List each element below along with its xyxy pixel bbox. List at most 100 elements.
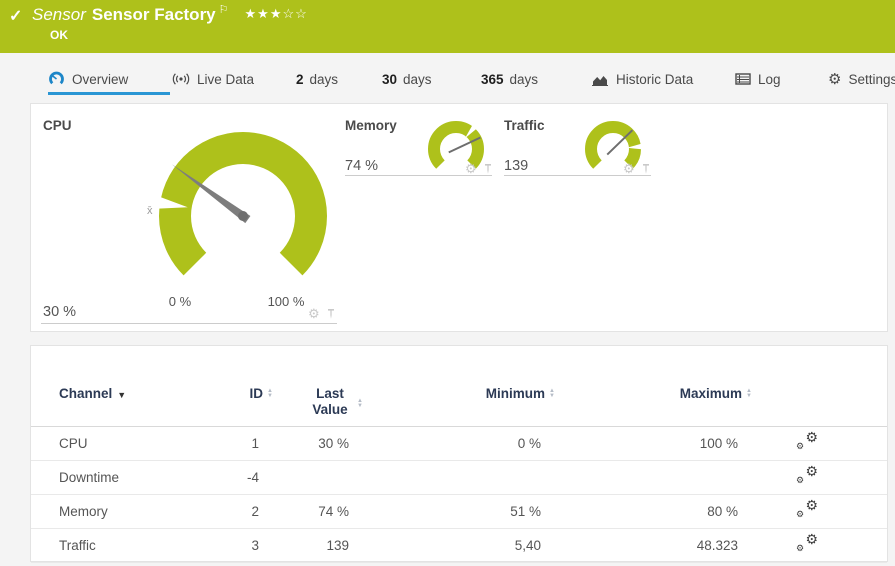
stars-filled[interactable]: ★★★	[244, 6, 283, 21]
live-data-icon	[172, 73, 190, 85]
cpu-gauge-max-label: 100 %	[267, 294, 305, 309]
tab-label: Settings	[848, 71, 895, 87]
tab-live-data[interactable]: Live Data	[172, 68, 254, 90]
tab-number: 365	[481, 71, 504, 87]
traffic-widget-divider	[504, 175, 651, 176]
cell-channel[interactable]: Downtime	[59, 470, 120, 485]
cpu-widget-title: CPU	[43, 118, 72, 133]
traffic-widget-tools[interactable]: ⚙	[623, 162, 651, 175]
table-row-cpu[interactable]: CPU 1 30 % 0 % 100 % ⚙ ⚙	[31, 427, 887, 461]
tab-30-days[interactable]: 30 days	[382, 68, 432, 90]
tab-log[interactable]: Log	[735, 68, 781, 90]
traffic-average-notch	[626, 143, 643, 150]
cell-channel[interactable]: CPU	[59, 436, 88, 451]
cpu-gauge	[153, 132, 327, 276]
channel-settings-icon[interactable]: ⚙ ⚙	[796, 463, 818, 485]
table-row-traffic[interactable]: Traffic 3 139 5,40 48.323 ⚙ ⚙	[31, 529, 887, 563]
col-header-channel[interactable]: Channel ▼	[59, 386, 127, 401]
object-kind-label: Sensor	[32, 5, 86, 24]
gauges-panel: CPU x̄ 0 % 100 % 30 % ⚙ Memory	[30, 103, 888, 332]
tab-settings[interactable]: ⚙ Settings	[828, 68, 895, 90]
historic-chart-icon	[592, 75, 608, 86]
cpu-widget-tools[interactable]: ⚙	[308, 307, 336, 320]
tab-label: Historic Data	[616, 71, 694, 87]
log-list-icon	[735, 73, 751, 85]
cell-id: -4	[246, 470, 259, 485]
sort-arrows-icon: ▲ ▼	[357, 398, 363, 409]
tab-label: days	[403, 71, 432, 87]
table-row-memory[interactable]: Memory 2 74 % 51 % 80 % ⚙ ⚙	[31, 495, 887, 529]
cell-minimum: 0 %	[517, 436, 541, 451]
cell-id: 1	[251, 436, 259, 451]
sort-arrows-icon: ▲ ▼	[267, 388, 273, 400]
stars-empty[interactable]: ☆☆	[282, 6, 308, 21]
priority-stars[interactable]: ★★★☆☆	[245, 6, 308, 21]
tab-label: Live Data	[197, 71, 255, 87]
memory-last-value: 74 %	[345, 158, 379, 174]
traffic-gauge-needle	[606, 129, 634, 156]
cell-last-value: 30 %	[318, 436, 349, 451]
tab-label: Overview	[72, 71, 129, 87]
cpu-gauge-min-label: 0 %	[168, 294, 192, 309]
sort-caret-down-icon: ▼	[117, 390, 127, 400]
sensor-status-header: ✓ Sensor Sensor Factory ⚐ ★★★☆☆ OK	[0, 0, 895, 53]
cell-last-value: 74 %	[318, 504, 349, 519]
col-header-last-value[interactable]: Last Value ▲ ▼	[312, 386, 363, 417]
tab-bar: Overview Live Data 2 days 30 days 365 da…	[0, 62, 895, 95]
cell-minimum: 5,40	[514, 538, 541, 553]
cpu-average-marker-label: x̄	[147, 205, 153, 217]
tab-2-days[interactable]: 2 days	[296, 68, 338, 90]
channel-settings-icon[interactable]: ⚙ ⚙	[796, 429, 818, 451]
tab-overview[interactable]: Overview	[48, 68, 128, 90]
tab-label: days	[309, 71, 339, 87]
traffic-widget-title: Traffic	[504, 118, 545, 133]
memory-widget-divider	[345, 175, 492, 176]
cell-minimum: 51 %	[510, 504, 541, 519]
channels-panel: Channel ▼ ID ▲ ▼ Last Value ▲ ▼ Minimum ▲ ▼ Max…	[30, 345, 888, 563]
col-header-maximum[interactable]: Maximum ▲ ▼	[679, 386, 752, 401]
widget-gear-icon[interactable]: ⚙	[623, 161, 635, 176]
tab-number: 2	[296, 71, 304, 87]
status-text: OK	[50, 28, 68, 42]
cell-channel[interactable]: Memory	[59, 504, 108, 519]
sensor-name: Sensor Factory	[91, 5, 216, 24]
pin-icon[interactable]	[641, 163, 651, 175]
cpu-gauge-needle	[171, 164, 251, 224]
col-header-id[interactable]: ID ▲ ▼	[249, 386, 273, 401]
status-check-icon: ✓	[9, 8, 23, 25]
cell-last-value: 139	[326, 538, 349, 553]
tab-label: days	[509, 71, 539, 87]
cell-id: 3	[251, 538, 259, 553]
cpu-average-notch	[153, 195, 188, 209]
col-header-minimum[interactable]: Minimum ▲ ▼	[485, 386, 555, 401]
gauge-icon	[49, 71, 64, 85]
widget-gear-icon[interactable]: ⚙	[308, 306, 320, 321]
cell-maximum: 100 %	[699, 436, 738, 451]
memory-widget-tools[interactable]: ⚙	[465, 162, 493, 175]
tab-365-days[interactable]: 365 days	[481, 68, 538, 90]
flag-icon[interactable]: ⚐	[218, 4, 229, 16]
tab-number: 30	[382, 71, 398, 87]
table-header-row: Channel ▼ ID ▲ ▼ Last Value ▲ ▼ Minimum ▲ ▼ Max…	[31, 346, 887, 427]
memory-average-notch	[465, 124, 478, 139]
memory-gauge-needle	[448, 136, 481, 154]
gear-icon: ⚙	[828, 70, 842, 88]
memory-gauge	[428, 121, 484, 169]
pin-icon[interactable]	[483, 163, 493, 175]
tab-historic-data[interactable]: Historic Data	[591, 68, 693, 90]
table-row-downtime[interactable]: Downtime -4 ⚙ ⚙	[31, 461, 887, 495]
cell-id: 2	[251, 504, 259, 519]
cell-channel[interactable]: Traffic	[59, 538, 96, 553]
active-tab-underline	[48, 92, 170, 95]
widget-gear-icon[interactable]: ⚙	[465, 161, 477, 176]
sort-arrows-icon: ▲ ▼	[746, 388, 752, 400]
memory-widget-title: Memory	[345, 118, 397, 133]
channel-settings-icon[interactable]: ⚙ ⚙	[796, 497, 818, 519]
sort-arrows-icon: ▲ ▼	[549, 388, 555, 400]
traffic-last-value: 139	[504, 158, 529, 174]
pin-icon[interactable]	[326, 308, 336, 320]
tab-label: Log	[758, 71, 781, 87]
cell-maximum: 80 %	[707, 504, 738, 519]
channel-settings-icon[interactable]: ⚙ ⚙	[796, 531, 818, 553]
